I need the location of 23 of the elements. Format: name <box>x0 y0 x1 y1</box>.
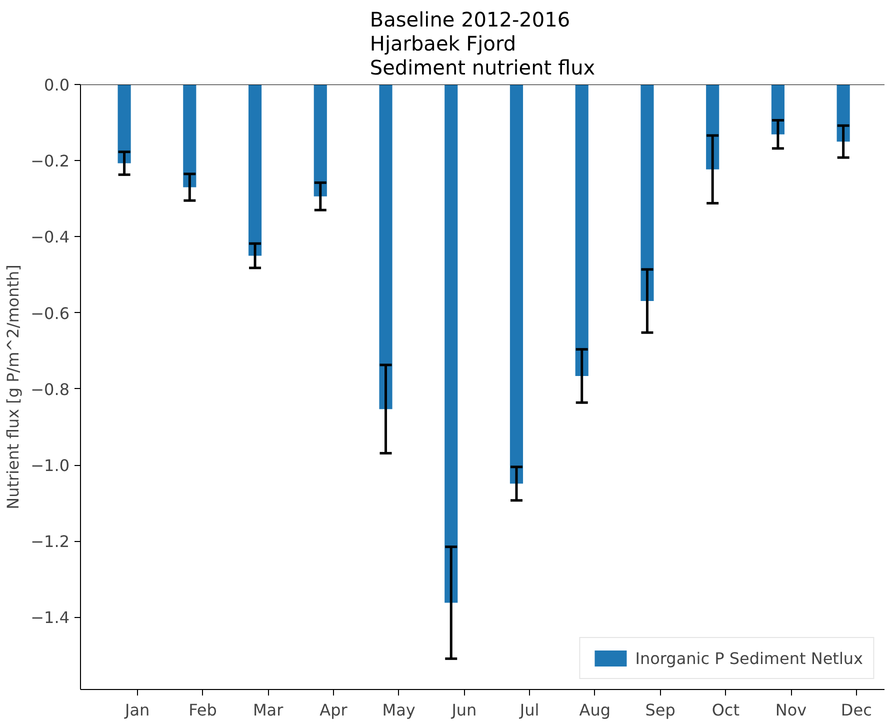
y-tick-label: −0.2 <box>30 152 70 171</box>
y-tick-label: −0.4 <box>30 228 70 247</box>
x-tick-label: Aug <box>579 700 611 720</box>
legend-label: Inorganic P Sediment Netlux <box>635 648 863 668</box>
y-axis-title: Nutrient flux [g P/m^2/month] <box>4 264 23 510</box>
y-tick-label: −1.0 <box>30 456 70 476</box>
x-tick-label: Jul <box>518 700 540 720</box>
x-tick-label: Mar <box>253 700 284 720</box>
x-tick-label: Oct <box>712 700 740 720</box>
x-tick-label: Jan <box>124 700 150 720</box>
x-tick-label: May <box>382 700 416 720</box>
y-tick-label: −0.6 <box>30 304 70 323</box>
y-tick-label: −1.4 <box>30 608 70 628</box>
y-tick-label: −1.2 <box>30 532 70 552</box>
y-tick-label: 0.0 <box>44 76 70 94</box>
x-tick-label: Apr <box>320 700 348 720</box>
x-tick-label: Jun <box>450 700 477 720</box>
x-tick-label: Dec <box>840 700 872 720</box>
chart-title: Baseline 2012-2016 Hjarbaek Fjord Sediment nutrient flux <box>370 8 596 80</box>
x-tick-label: Sep <box>645 700 676 720</box>
y-tick-label: −0.8 <box>30 380 70 399</box>
x-tick-label: Nov <box>775 700 807 720</box>
x-tick-label: Feb <box>188 700 217 720</box>
